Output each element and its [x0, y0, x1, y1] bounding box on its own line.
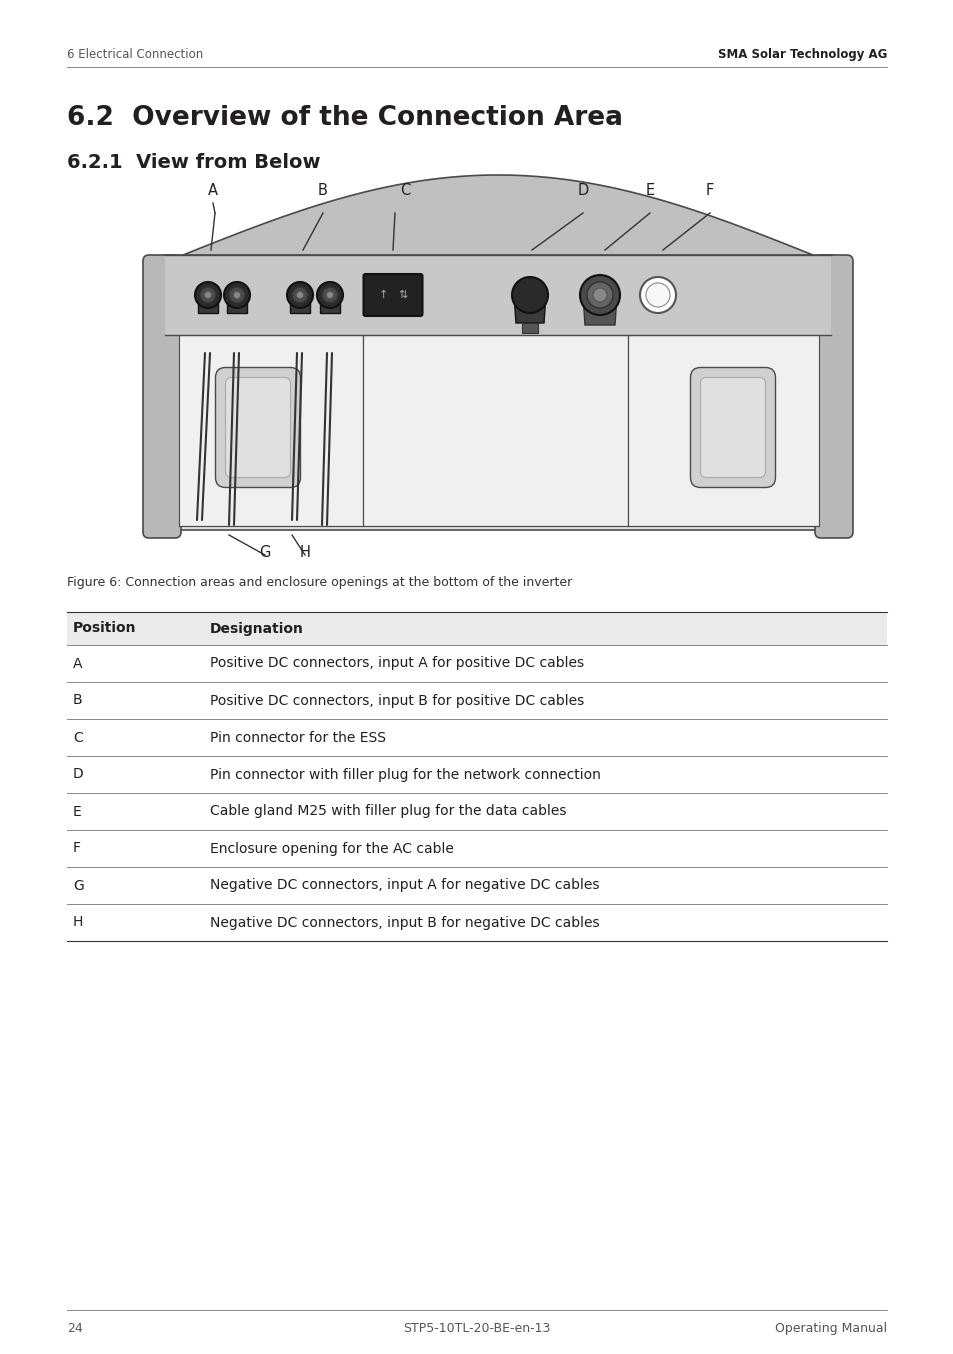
Polygon shape: [67, 612, 886, 645]
FancyBboxPatch shape: [363, 274, 422, 315]
Polygon shape: [163, 255, 832, 529]
Text: H: H: [73, 915, 83, 929]
Text: B: B: [317, 183, 328, 198]
Polygon shape: [582, 295, 617, 325]
Polygon shape: [363, 334, 627, 525]
Text: 6.2  Overview of the Connection Area: 6.2 Overview of the Connection Area: [67, 106, 622, 131]
Text: C: C: [399, 183, 410, 198]
Circle shape: [593, 288, 606, 302]
Text: Pin connector for the ESS: Pin connector for the ESS: [210, 731, 386, 745]
Text: 24: 24: [67, 1322, 83, 1335]
Text: E: E: [73, 804, 82, 819]
Text: Negative DC connectors, input A for negative DC cables: Negative DC connectors, input A for nega…: [210, 879, 598, 892]
Text: STP5-10TL-20-BE-en-13: STP5-10TL-20-BE-en-13: [403, 1322, 550, 1335]
Text: D: D: [73, 768, 84, 781]
Text: Pin connector with filler plug for the network connection: Pin connector with filler plug for the n…: [210, 768, 600, 781]
Polygon shape: [179, 334, 363, 525]
Polygon shape: [290, 295, 310, 313]
Text: Positive DC connectors, input B for positive DC cables: Positive DC connectors, input B for posi…: [210, 693, 583, 708]
Text: ↑: ↑: [378, 290, 387, 301]
Circle shape: [639, 278, 676, 313]
Text: Negative DC connectors, input B for negative DC cables: Negative DC connectors, input B for nega…: [210, 915, 599, 929]
Circle shape: [512, 278, 547, 313]
FancyBboxPatch shape: [700, 378, 764, 478]
Text: A: A: [208, 183, 218, 198]
Text: Designation: Designation: [210, 621, 304, 635]
Circle shape: [224, 282, 250, 307]
Circle shape: [321, 287, 337, 303]
Text: F: F: [73, 841, 81, 856]
Polygon shape: [227, 295, 247, 313]
Circle shape: [579, 275, 619, 315]
Text: B: B: [73, 693, 83, 708]
Circle shape: [296, 291, 303, 299]
Text: D: D: [577, 183, 588, 198]
Text: H: H: [299, 546, 310, 561]
Polygon shape: [514, 295, 545, 324]
Polygon shape: [183, 175, 812, 255]
Circle shape: [292, 287, 308, 303]
Text: G: G: [259, 546, 271, 561]
Text: F: F: [705, 183, 714, 198]
Text: Figure 6: Connection areas and enclosure openings at the bottom of the inverter: Figure 6: Connection areas and enclosure…: [67, 575, 572, 589]
Bar: [521, 324, 537, 333]
Text: Cable gland M25 with filler plug for the data cables: Cable gland M25 with filler plug for the…: [210, 804, 566, 819]
Circle shape: [287, 282, 313, 307]
Circle shape: [200, 287, 215, 303]
Text: Position: Position: [73, 621, 136, 635]
Text: Enclosure opening for the AC cable: Enclosure opening for the AC cable: [210, 841, 454, 856]
FancyBboxPatch shape: [143, 255, 181, 538]
Circle shape: [204, 291, 212, 299]
Text: 6 Electrical Connection: 6 Electrical Connection: [67, 47, 203, 61]
Text: E: E: [645, 183, 654, 198]
Polygon shape: [319, 295, 340, 313]
Circle shape: [645, 283, 669, 307]
Text: Operating Manual: Operating Manual: [774, 1322, 886, 1335]
Text: Positive DC connectors, input A for positive DC cables: Positive DC connectors, input A for posi…: [210, 657, 583, 670]
Polygon shape: [165, 255, 830, 334]
Circle shape: [326, 291, 334, 299]
Text: C: C: [73, 731, 83, 745]
Text: G: G: [73, 879, 84, 892]
Circle shape: [229, 287, 245, 303]
Circle shape: [233, 291, 240, 299]
Text: A: A: [73, 657, 82, 670]
FancyBboxPatch shape: [814, 255, 852, 538]
Polygon shape: [197, 295, 218, 313]
Text: 6.2.1  View from Below: 6.2.1 View from Below: [67, 153, 320, 172]
Text: ⇅: ⇅: [398, 290, 407, 301]
Circle shape: [194, 282, 221, 307]
Text: SMA Solar Technology AG: SMA Solar Technology AG: [717, 47, 886, 61]
FancyBboxPatch shape: [225, 378, 291, 478]
Circle shape: [316, 282, 343, 307]
FancyBboxPatch shape: [215, 367, 300, 487]
FancyBboxPatch shape: [690, 367, 775, 487]
Circle shape: [586, 282, 613, 307]
Polygon shape: [627, 334, 818, 525]
